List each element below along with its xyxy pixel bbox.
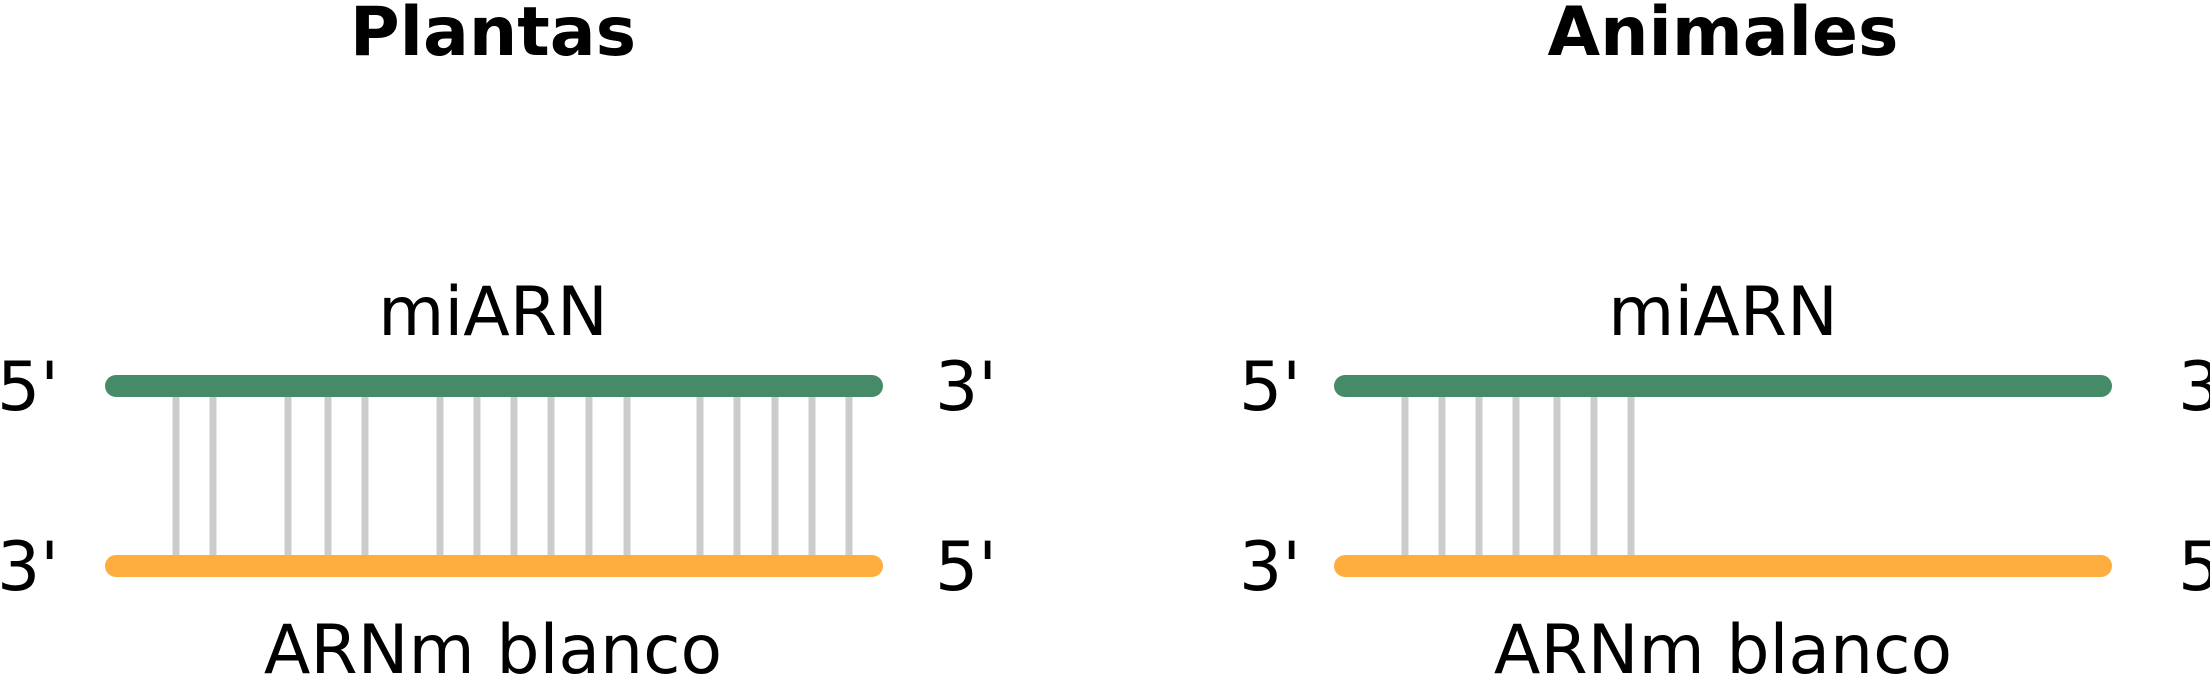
mirna-label-animales: miARN [1608,273,1838,352]
target-mrna-label-animales: ARNm blanco [1494,611,1952,674]
panel-title-plantas: Plantas [350,0,636,72]
bottom-right-end-animales: 5' [2178,528,2210,607]
top-left-end-plantas: 5' [0,348,59,427]
top-right-end-animales: 3' [2178,348,2210,427]
top-left-end-animales: 5' [1239,348,1301,427]
bottom-left-end-animales: 3' [1239,528,1301,607]
panel-plantas: Plantas miARN 5' 3' 3' 5' ARNm blanco [0,0,997,674]
base-pairs-plantas [172,386,853,566]
base-pairs-animales [1401,386,1635,566]
bottom-left-end-plantas: 3' [0,528,59,607]
bottom-right-end-plantas: 5' [935,528,997,607]
panel-title-animales: Animales [1548,0,1899,72]
panel-animales: Animales miARN 5' 3' 3' 5' ARNm blanco [1239,0,2210,674]
mirna-label-plantas: miARN [378,273,608,352]
top-right-end-plantas: 3' [935,348,997,427]
target-mrna-label-plantas: ARNm blanco [264,611,722,674]
